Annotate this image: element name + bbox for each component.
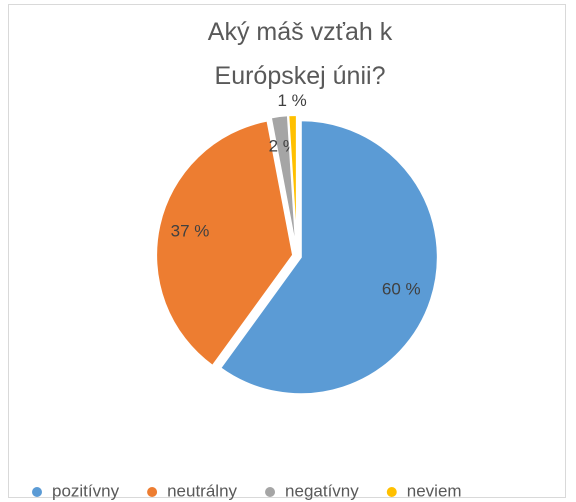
legend-marker <box>147 487 158 497</box>
legend-label: neutrálny <box>167 481 237 500</box>
data-label: 37 % <box>171 222 210 241</box>
chart-title: Aký máš vzťah k Európskej únii? <box>207 18 393 90</box>
legend-marker <box>32 487 42 497</box>
pie-slice <box>287 114 298 253</box>
data-label: 1 % <box>277 91 306 110</box>
legend-label: pozitívny <box>52 481 120 500</box>
legend-label: negatívny <box>285 481 359 500</box>
data-label: 60 % <box>382 279 421 298</box>
pie-slice <box>218 119 439 396</box>
pie-slice <box>155 119 295 368</box>
chart-frame <box>8 4 566 498</box>
legend-marker <box>265 487 276 497</box>
legend-marker <box>386 487 397 497</box>
legend-label: neviem <box>407 481 462 500</box>
